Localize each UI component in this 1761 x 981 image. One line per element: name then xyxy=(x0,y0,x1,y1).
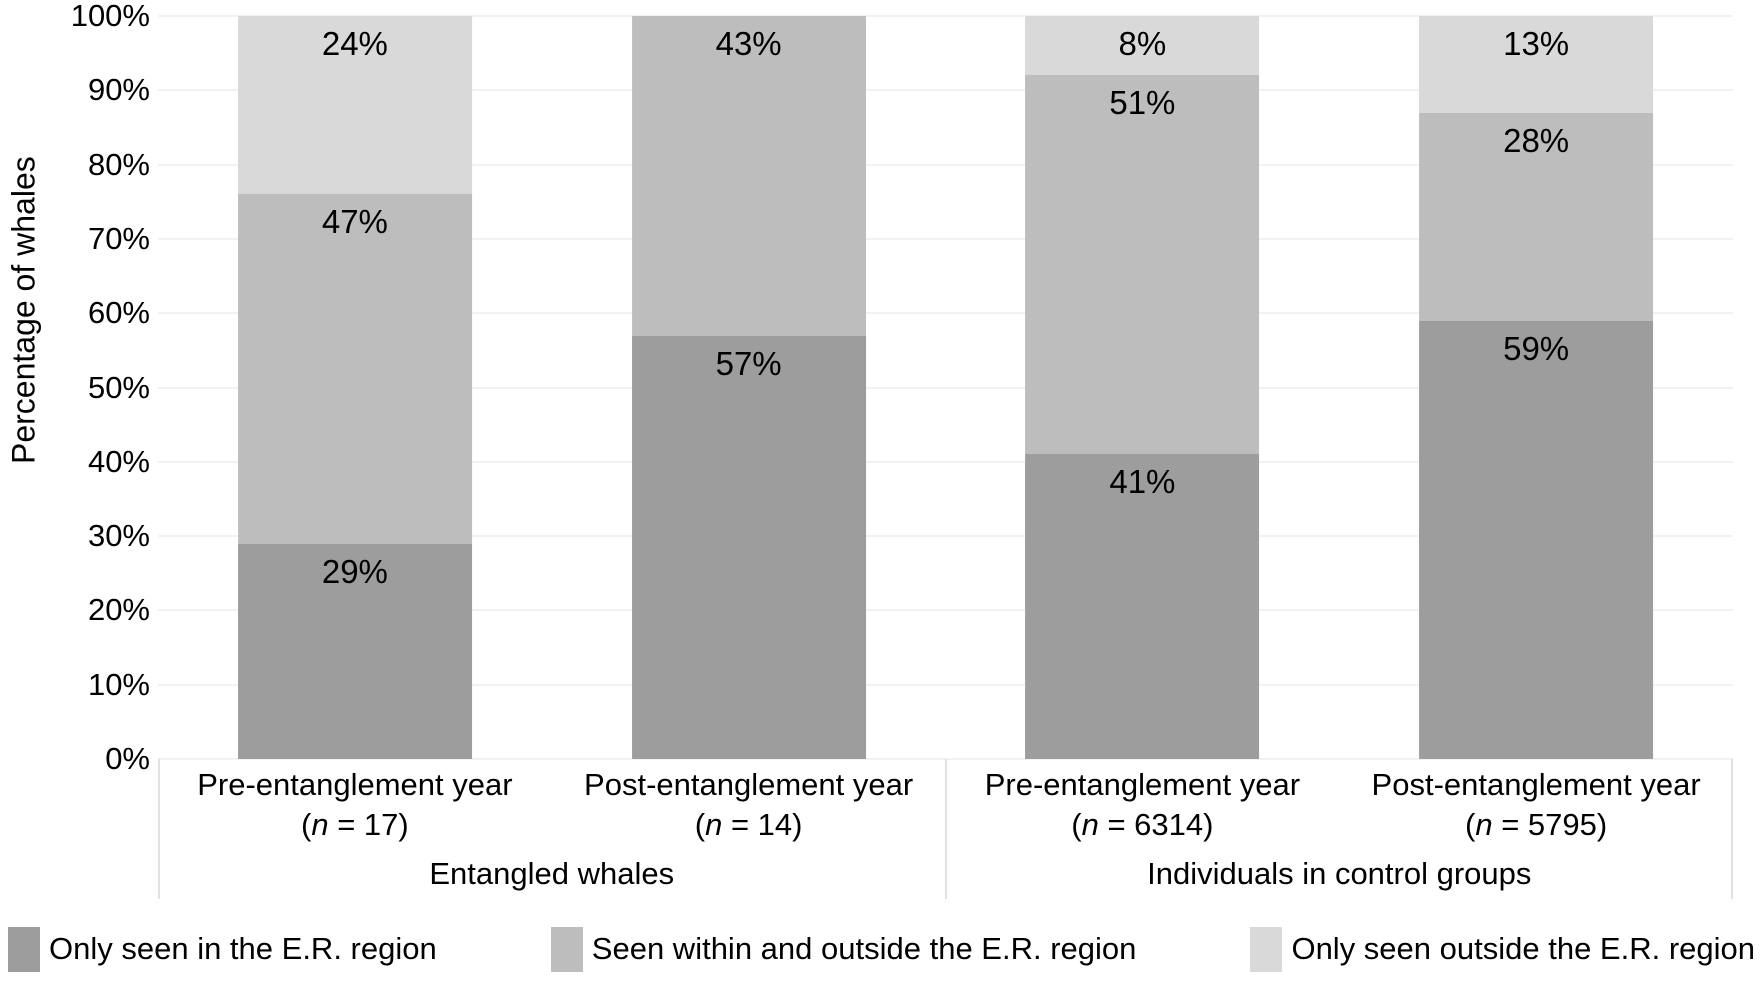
bar-1: 29% 47% 24% xyxy=(237,16,472,759)
data-label: 24% xyxy=(321,25,388,63)
group-label: Individuals in control groups xyxy=(1147,856,1532,891)
y-axis-tick-label: 10% xyxy=(87,666,150,702)
data-label: 59% xyxy=(1503,329,1570,367)
bar-segment: 51% xyxy=(1025,75,1260,455)
y-axis-tick-label: 90% xyxy=(87,72,150,108)
category-tick-label: Pre-entanglement year (n = 6314) xyxy=(946,765,1340,845)
legend-swatch xyxy=(550,926,583,972)
category-label-line1: Post-entanglement year xyxy=(1371,767,1701,802)
bar-2: 57% 43% xyxy=(631,16,866,759)
axis-separator xyxy=(944,759,947,899)
bar-slot-1: 29% 47% 24% xyxy=(158,16,552,759)
bar-segment: 13% xyxy=(1419,16,1654,113)
gridline xyxy=(158,609,1733,612)
y-axis-tick-label: 0% xyxy=(105,741,150,776)
bar-3: 41% 51% 8% xyxy=(1025,16,1260,759)
category-label-line2: (n = 5795) xyxy=(1339,805,1733,845)
bar-segment: 29% xyxy=(237,543,472,759)
axis-separator xyxy=(1731,759,1733,899)
y-axis-tick-label: 20% xyxy=(87,592,150,628)
bar-segment: 41% xyxy=(1025,454,1260,759)
bar-4: 59% 28% 13% xyxy=(1419,16,1654,759)
sample-size-value: = 17) xyxy=(328,807,409,842)
y-axis-tick-label: 40% xyxy=(87,443,150,479)
sample-size-symbol: n xyxy=(1475,807,1493,842)
data-label: 43% xyxy=(715,25,782,63)
data-label: 29% xyxy=(321,552,388,590)
data-label: 57% xyxy=(715,344,782,382)
bar-segment: 8% xyxy=(1025,16,1260,76)
axis-separator xyxy=(158,759,160,899)
bar-segment: 28% xyxy=(1419,112,1654,321)
gridline xyxy=(158,15,1733,17)
y-axis-tick-label: 80% xyxy=(87,146,150,182)
bar-segment: 24% xyxy=(237,16,472,195)
category-label-line1: Pre-entanglement year xyxy=(197,767,513,802)
data-label: 41% xyxy=(1109,463,1176,501)
category-label-line2: (n = 6314) xyxy=(946,805,1340,845)
data-label: 51% xyxy=(1109,84,1176,122)
category-tick-label: Pre-entanglement year (n = 17) xyxy=(158,765,552,845)
legend: Only seen in the E.R. region Seen within … xyxy=(8,924,1755,974)
data-label: 13% xyxy=(1503,25,1570,63)
sample-size-symbol: n xyxy=(1081,807,1099,842)
bar-slot-4: 59% 28% 13% xyxy=(1339,16,1733,759)
paren-open: ( xyxy=(694,807,706,842)
category-label-line1: Pre-entanglement year xyxy=(984,767,1301,802)
legend-swatch xyxy=(8,926,40,972)
bar-segment: 47% xyxy=(237,194,472,544)
y-axis-tick-label: 100% xyxy=(70,0,150,33)
paren-open: ( xyxy=(1071,807,1082,842)
sample-size-value: = 6314) xyxy=(1098,807,1214,842)
gridline xyxy=(158,460,1733,463)
gridline xyxy=(158,89,1733,92)
legend-label: Seen within and outside the E.R. region xyxy=(591,931,1137,966)
legend-swatch xyxy=(1250,926,1283,972)
gridline xyxy=(158,386,1733,389)
y-axis-tick-label: 30% xyxy=(87,518,150,554)
bar-slot-3: 41% 51% 8% xyxy=(946,16,1340,759)
bar-segment: 43% xyxy=(631,16,866,336)
y-axis-tick-label: 50% xyxy=(87,369,150,405)
bar-segment: 59% xyxy=(1419,320,1654,759)
data-label: 8% xyxy=(1118,25,1167,63)
y-axis: 0% 10% 20% 30% 40% 50% 60% 70% 80% 90% 100% xyxy=(0,0,150,776)
sample-size-symbol: n xyxy=(311,807,329,842)
legend-item: Seen within and outside the E.R. region xyxy=(550,926,1137,972)
category-label-line2: (n = 17) xyxy=(158,805,552,845)
x-axis: Pre-entanglement year (n = 17) Post-entang… xyxy=(158,759,1733,905)
paren-open: ( xyxy=(1465,807,1476,842)
plot-area: 29% 47% 24% 57% 43% 41% 51% 8% 59% 28% 13% xyxy=(158,15,1733,760)
category-tick-label: Post-entanglement year (n = 5795) xyxy=(1339,765,1733,845)
group-label: Entangled whales xyxy=(429,856,675,891)
gridline xyxy=(158,312,1733,315)
gridline xyxy=(158,535,1733,538)
paren-open: ( xyxy=(301,807,312,842)
legend-label: Only seen in the E.R. region xyxy=(49,931,437,966)
category-label-line1: Post-entanglement year xyxy=(584,767,914,802)
legend-label: Only seen outside the E.R. region xyxy=(1291,931,1755,966)
legend-item: Only seen in the E.R. region xyxy=(8,926,437,972)
legend-item: Only seen outside the E.R. region xyxy=(1250,926,1755,972)
sample-size-value: = 5795) xyxy=(1492,807,1608,842)
sample-size-symbol: n xyxy=(705,807,723,842)
gridline xyxy=(158,163,1733,166)
bar-segment: 57% xyxy=(631,335,866,759)
category-tick-label: Post-entanglement year (n = 14) xyxy=(552,765,946,845)
data-label: 47% xyxy=(321,203,388,241)
y-axis-tick-label: 60% xyxy=(87,295,150,331)
bar-slot-2: 57% 43% xyxy=(552,16,946,759)
y-axis-tick-label: 70% xyxy=(87,220,150,256)
category-label-line2: (n = 14) xyxy=(552,805,946,845)
gridline xyxy=(158,237,1733,240)
sample-size-value: = 14) xyxy=(722,807,803,842)
gridline xyxy=(158,683,1733,686)
data-label: 28% xyxy=(1503,121,1570,159)
